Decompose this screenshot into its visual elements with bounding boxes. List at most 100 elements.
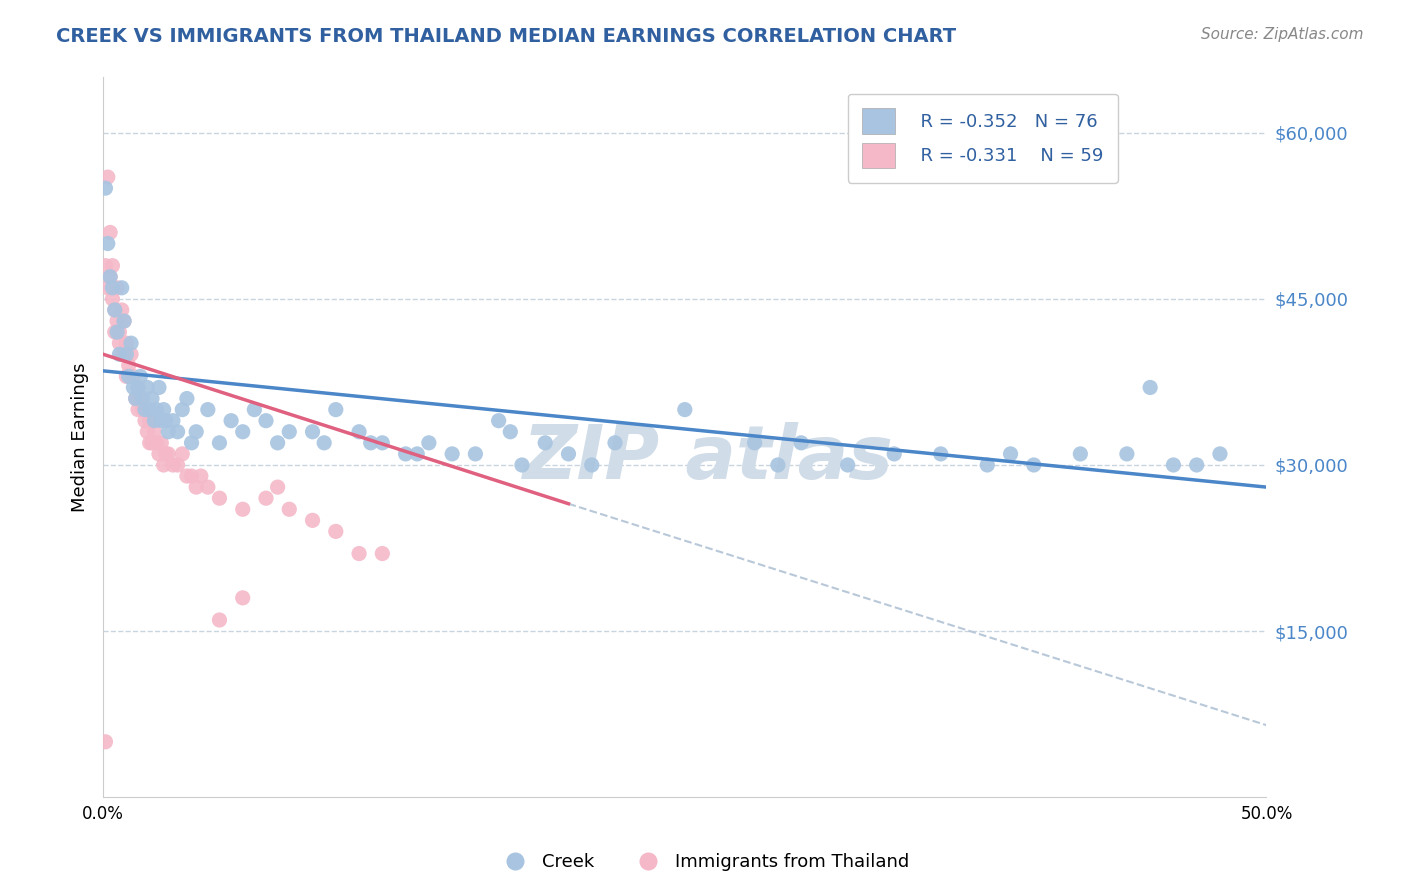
- Point: [101, 259, 124, 273]
- Point: [180, 435, 202, 450]
- Point: [232, 591, 254, 605]
- Point: [172, 402, 194, 417]
- Point: [120, 347, 142, 361]
- Text: ZIP atlas: ZIP atlas: [523, 423, 893, 495]
- Point: [266, 480, 288, 494]
- Point: [180, 469, 202, 483]
- Point: [441, 447, 464, 461]
- Point: [1115, 447, 1137, 461]
- Point: [301, 425, 323, 439]
- Point: [115, 336, 138, 351]
- Point: [360, 435, 382, 450]
- Point: [166, 425, 188, 439]
- Point: [510, 458, 533, 472]
- Point: [148, 447, 170, 461]
- Point: [127, 380, 149, 394]
- Point: [243, 402, 266, 417]
- Point: [112, 347, 135, 361]
- Point: [325, 402, 347, 417]
- Point: [581, 458, 603, 472]
- Point: [278, 425, 301, 439]
- Point: [152, 458, 174, 472]
- Point: [127, 380, 149, 394]
- Point: [98, 269, 121, 284]
- Point: [108, 347, 131, 361]
- Point: [766, 458, 789, 472]
- Legend:   R = -0.352   N = 76,   R = -0.331    N = 59: R = -0.352 N = 76, R = -0.331 N = 59: [848, 94, 1118, 183]
- Point: [145, 435, 167, 450]
- Point: [418, 435, 440, 450]
- Point: [136, 425, 159, 439]
- Point: [837, 458, 859, 472]
- Point: [111, 302, 134, 317]
- Point: [118, 359, 141, 373]
- Point: [976, 458, 998, 472]
- Point: [464, 447, 486, 461]
- Point: [254, 414, 277, 428]
- Point: [186, 480, 208, 494]
- Point: [1209, 447, 1232, 461]
- Point: [134, 402, 156, 417]
- Point: [148, 380, 170, 394]
- Point: [347, 425, 370, 439]
- Point: [744, 435, 766, 450]
- Point: [557, 447, 579, 461]
- Point: [371, 435, 394, 450]
- Point: [162, 458, 184, 472]
- Point: [104, 302, 127, 317]
- Point: [314, 435, 336, 450]
- Point: [155, 447, 177, 461]
- Point: [790, 435, 813, 450]
- Point: [197, 480, 219, 494]
- Point: [883, 447, 905, 461]
- Point: [131, 402, 153, 417]
- Legend: Creek, Immigrants from Thailand: Creek, Immigrants from Thailand: [489, 847, 917, 879]
- Text: Source: ZipAtlas.com: Source: ZipAtlas.com: [1201, 27, 1364, 42]
- Point: [112, 314, 135, 328]
- Point: [129, 392, 152, 406]
- Point: [673, 402, 696, 417]
- Point: [325, 524, 347, 539]
- Point: [176, 392, 198, 406]
- Point: [97, 236, 120, 251]
- Point: [138, 414, 160, 428]
- Point: [145, 402, 167, 417]
- Point: [197, 402, 219, 417]
- Point: [219, 414, 242, 428]
- Point: [108, 325, 131, 339]
- Point: [347, 547, 370, 561]
- Point: [122, 369, 145, 384]
- Point: [162, 414, 184, 428]
- Point: [104, 302, 127, 317]
- Point: [105, 325, 128, 339]
- Point: [603, 435, 626, 450]
- Point: [155, 414, 177, 428]
- Point: [301, 513, 323, 527]
- Point: [122, 380, 145, 394]
- Point: [371, 547, 394, 561]
- Point: [157, 425, 180, 439]
- Point: [278, 502, 301, 516]
- Point: [150, 414, 173, 428]
- Point: [134, 414, 156, 428]
- Point: [499, 425, 522, 439]
- Point: [394, 447, 416, 461]
- Point: [208, 491, 231, 506]
- Point: [232, 502, 254, 516]
- Point: [127, 402, 149, 417]
- Point: [232, 425, 254, 439]
- Point: [97, 170, 120, 185]
- Point: [94, 181, 117, 195]
- Point: [108, 336, 131, 351]
- Point: [136, 380, 159, 394]
- Text: CREEK VS IMMIGRANTS FROM THAILAND MEDIAN EARNINGS CORRELATION CHART: CREEK VS IMMIGRANTS FROM THAILAND MEDIAN…: [56, 27, 956, 45]
- Point: [94, 735, 117, 749]
- Point: [1163, 458, 1185, 472]
- Point: [138, 402, 160, 417]
- Point: [115, 347, 138, 361]
- Point: [105, 314, 128, 328]
- Point: [1185, 458, 1208, 472]
- Point: [120, 336, 142, 351]
- Point: [534, 435, 557, 450]
- Point: [254, 491, 277, 506]
